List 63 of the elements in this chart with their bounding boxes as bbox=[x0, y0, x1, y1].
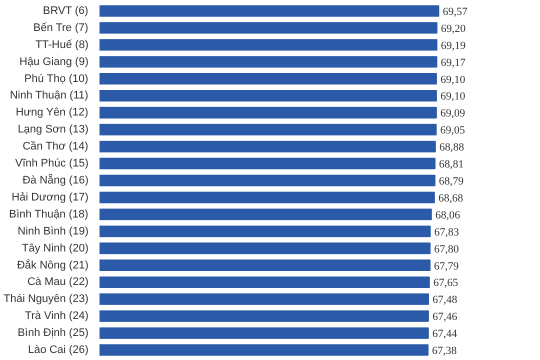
y-tick-label: Ninh Bình (19) bbox=[18, 225, 89, 238]
data-label: 69,09 bbox=[440, 108, 466, 120]
y-tick-label: Trà Vinh (24) bbox=[24, 310, 89, 322]
data-label: 67,44 bbox=[432, 328, 458, 340]
y-tick-label: Đà Nẵng (16) bbox=[22, 174, 89, 186]
bar bbox=[100, 124, 437, 136]
y-tick-label: Hậu Giang (9) bbox=[19, 56, 89, 68]
data-label: 69,05 bbox=[440, 124, 466, 137]
y-tick-label: Hải Dương (17) bbox=[12, 191, 88, 204]
y-tick-label: Phú Thọ (10) bbox=[24, 72, 88, 85]
data-label: 67,46 bbox=[432, 311, 458, 324]
bar bbox=[100, 140, 436, 152]
bar bbox=[100, 106, 437, 118]
bar bbox=[100, 208, 432, 220]
data-label: 68,68 bbox=[438, 192, 464, 204]
data-label: 68,88 bbox=[439, 142, 465, 154]
bar bbox=[100, 22, 438, 34]
bar bbox=[100, 293, 430, 305]
y-tick-label: Ninh Thuận (11) bbox=[10, 90, 88, 102]
data-label: 67,38 bbox=[432, 345, 458, 358]
bar bbox=[100, 90, 437, 102]
bar bbox=[100, 242, 431, 254]
y-tick-label: Hưng Yên (12) bbox=[16, 106, 88, 119]
bar bbox=[100, 276, 430, 288]
bar bbox=[100, 226, 431, 238]
data-label: 69,19 bbox=[440, 40, 466, 52]
data-label: 69,20 bbox=[440, 22, 466, 35]
data-label: 69,10 bbox=[440, 74, 466, 86]
y-tick-label: Vĩnh Phúc (15) bbox=[15, 158, 88, 170]
bar bbox=[100, 158, 436, 170]
bar bbox=[100, 344, 429, 356]
bar bbox=[100, 56, 438, 68]
y-tick-label: Bình Định (25) bbox=[18, 327, 89, 340]
y-tick-label: Cần Thơ (14) bbox=[22, 140, 88, 153]
bar bbox=[100, 310, 429, 322]
data-label: 69,17 bbox=[440, 56, 466, 69]
bar bbox=[100, 73, 437, 85]
y-tick-label: Bến Tre (7) bbox=[33, 22, 88, 34]
y-tick-label: Lào Cai (26) bbox=[28, 344, 89, 356]
data-label: 69,10 bbox=[440, 90, 466, 103]
data-label: 67,79 bbox=[434, 260, 460, 272]
data-label: 67,83 bbox=[434, 226, 460, 238]
bar bbox=[100, 174, 436, 186]
y-tick-label: Thái Nguyên (23) bbox=[4, 293, 89, 306]
bar bbox=[100, 327, 429, 339]
y-tick-label: Cà Mau (22) bbox=[27, 276, 89, 288]
data-label: 67,65 bbox=[433, 277, 459, 290]
bar bbox=[100, 260, 431, 272]
y-tick-label: Lạng Sơn (13) bbox=[18, 124, 88, 136]
y-tick-label: TT-Huế (8) bbox=[35, 38, 89, 51]
data-label: 69,57 bbox=[442, 6, 468, 18]
data-label: 68,06 bbox=[435, 209, 461, 222]
data-label: 68,81 bbox=[439, 158, 464, 171]
bar bbox=[100, 5, 440, 17]
y-tick-label: Tây Ninh (20) bbox=[22, 242, 89, 254]
bar bbox=[100, 192, 435, 204]
data-label: 67,48 bbox=[432, 294, 458, 306]
data-label: 68,79 bbox=[438, 176, 464, 188]
bar bbox=[100, 39, 438, 51]
y-tick-label: Bình Thuận (18) bbox=[9, 208, 88, 220]
y-tick-label: BRVT (6) bbox=[42, 4, 88, 17]
data-label: 67,80 bbox=[434, 243, 460, 256]
y-tick-label: Đắk Nông (21) bbox=[16, 258, 89, 272]
